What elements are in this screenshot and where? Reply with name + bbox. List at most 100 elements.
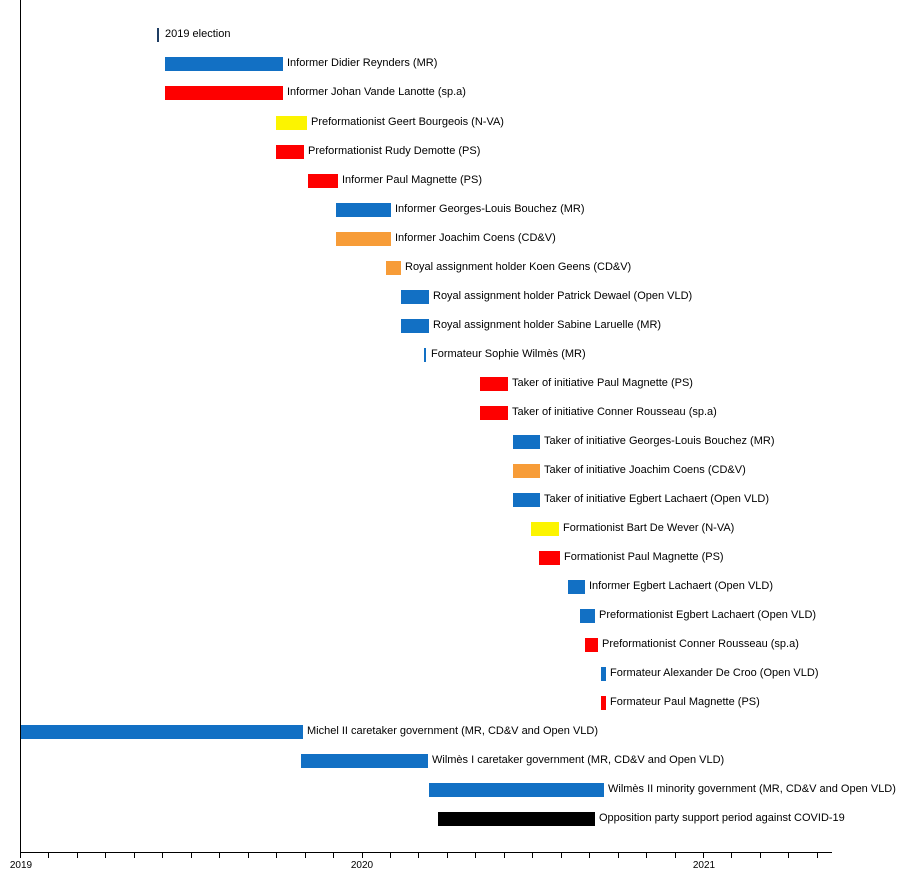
- x-axis-tick: [105, 853, 106, 858]
- x-axis-tick: [589, 853, 590, 858]
- x-axis-tick-label: 2019: [9, 860, 33, 871]
- task-bar: [308, 174, 338, 188]
- x-axis-tick: [703, 853, 704, 858]
- task-bar: [539, 551, 560, 565]
- task-bar: [276, 145, 304, 159]
- task-bar: [513, 493, 540, 507]
- task-bar-label: Informer Joachim Coens (CD&V): [395, 232, 556, 244]
- task-row: Preformationist Egbert Lachaert (Open VL…: [0, 609, 900, 623]
- task-row: Informer Johan Vande Lanotte (sp.a): [0, 86, 900, 100]
- task-bar-label: Informer Egbert Lachaert (Open VLD): [589, 580, 774, 592]
- x-axis-tick: [333, 853, 334, 858]
- task-bar-label: Opposition party support period against …: [599, 812, 845, 824]
- x-axis-tick: [475, 853, 476, 858]
- task-bar-label: Taker of initiative Paul Magnette (PS): [512, 377, 693, 389]
- x-axis-tick: [675, 853, 676, 858]
- task-bar: [568, 580, 585, 594]
- task-bar-label: Preformationist Egbert Lachaert (Open VL…: [599, 609, 817, 621]
- task-bar-label: Wilmès I caretaker government (MR, CD&V …: [432, 754, 725, 766]
- task-bar: [531, 522, 559, 536]
- task-row: Informer Joachim Coens (CD&V): [0, 232, 900, 246]
- task-row: Opposition party support period against …: [0, 812, 900, 826]
- x-axis-tick: [504, 853, 505, 858]
- task-bar-label: Michel II caretaker government (MR, CD&V…: [307, 725, 599, 737]
- task-bar-label: Royal assignment holder Koen Geens (CD&V…: [405, 261, 632, 273]
- task-bar: [336, 232, 391, 246]
- task-row: Royal assignment holder Patrick Dewael (…: [0, 290, 900, 304]
- task-row: Taker of initiative Egbert Lachaert (Ope…: [0, 493, 900, 507]
- task-bar-label: Formateur Sophie Wilmès (MR): [431, 348, 586, 360]
- task-bar-label: Taker of initiative Conner Rousseau (sp.…: [512, 406, 717, 418]
- task-row: Informer Georges-Louis Bouchez (MR): [0, 203, 900, 217]
- task-bar: [429, 783, 604, 797]
- x-axis-tick: [162, 853, 163, 858]
- x-axis-line: [20, 852, 832, 853]
- task-bar: [601, 667, 606, 681]
- task-row: Taker of initiative Conner Rousseau (sp.…: [0, 406, 900, 420]
- task-bar-label: Informer Didier Reynders (MR): [287, 57, 438, 69]
- task-bar: [513, 464, 540, 478]
- task-row: Michel II caretaker government (MR, CD&V…: [0, 725, 900, 739]
- task-row: Formationist Paul Magnette (PS): [0, 551, 900, 565]
- x-axis-tick: [532, 853, 533, 858]
- task-row: Taker of initiative Georges-Louis Bouche…: [0, 435, 900, 449]
- task-bar-label: Wilmès II minority government (MR, CD&V …: [608, 783, 896, 795]
- task-row: Royal assignment holder Sabine Laruelle …: [0, 319, 900, 333]
- x-axis-tick: [248, 853, 249, 858]
- x-axis-tick: [418, 853, 419, 858]
- task-row: Preformationist Geert Bourgeois (N-VA): [0, 116, 900, 130]
- x-axis-tick: [191, 853, 192, 858]
- task-bar-label: Informer Johan Vande Lanotte (sp.a): [287, 86, 466, 98]
- x-axis-tick: [646, 853, 647, 858]
- task-bar: [157, 28, 159, 42]
- task-row: Informer Egbert Lachaert (Open VLD): [0, 580, 900, 594]
- task-bar-label: Formationist Bart De Wever (N-VA): [563, 522, 735, 534]
- task-row: Wilmès I caretaker government (MR, CD&V …: [0, 754, 900, 768]
- task-bar-label: 2019 election: [165, 28, 231, 40]
- task-bar: [424, 348, 426, 362]
- x-axis-tick: [134, 853, 135, 858]
- x-axis-tick-label: 2021: [692, 860, 716, 871]
- task-bar-label: Taker of initiative Joachim Coens (CD&V): [544, 464, 746, 476]
- task-bar: [480, 406, 508, 420]
- x-axis-tick: [760, 853, 761, 858]
- task-bar: [513, 435, 540, 449]
- task-bar: [276, 116, 307, 130]
- task-bar-label: Formationist Paul Magnette (PS): [564, 551, 724, 563]
- task-bar: [165, 57, 283, 71]
- x-axis-tick: [305, 853, 306, 858]
- task-bar-label: Preformationist Rudy Demotte (PS): [308, 145, 481, 157]
- x-axis-tick: [561, 853, 562, 858]
- task-bar-label: Preformationist Geert Bourgeois (N-VA): [311, 116, 504, 128]
- task-row: Taker of initiative Joachim Coens (CD&V): [0, 464, 900, 478]
- task-row: Taker of initiative Paul Magnette (PS): [0, 377, 900, 391]
- task-row: 2019 election: [0, 28, 900, 42]
- x-axis-tick: [219, 853, 220, 858]
- task-bar-label: Taker of initiative Georges-Louis Bouche…: [544, 435, 775, 447]
- task-bar-label: Preformationist Conner Rousseau (sp.a): [602, 638, 799, 650]
- task-bar: [401, 290, 429, 304]
- task-bar-label: Royal assignment holder Sabine Laruelle …: [433, 319, 662, 331]
- task-bar: [21, 725, 303, 739]
- task-row: Formateur Alexander De Croo (Open VLD): [0, 667, 900, 681]
- task-row: Preformationist Conner Rousseau (sp.a): [0, 638, 900, 652]
- y-axis-line: [20, 0, 21, 852]
- task-bar: [301, 754, 428, 768]
- task-row: Wilmès II minority government (MR, CD&V …: [0, 783, 900, 797]
- task-bar: [336, 203, 391, 217]
- task-bar: [401, 319, 429, 333]
- x-axis-tick: [276, 853, 277, 858]
- task-row: Formationist Bart De Wever (N-VA): [0, 522, 900, 536]
- task-bar-label: Informer Georges-Louis Bouchez (MR): [395, 203, 585, 215]
- task-bar-label: Formateur Paul Magnette (PS): [610, 696, 760, 708]
- x-axis-tick: [48, 853, 49, 858]
- task-row: Preformationist Rudy Demotte (PS): [0, 145, 900, 159]
- task-bar-label: Royal assignment holder Patrick Dewael (…: [433, 290, 693, 302]
- task-row: Formateur Sophie Wilmès (MR): [0, 348, 900, 362]
- x-axis-tick: [731, 853, 732, 858]
- x-axis-tick: [77, 853, 78, 858]
- x-axis-tick: [447, 853, 448, 858]
- x-axis-tick-label: 2020: [350, 860, 374, 871]
- task-bar: [480, 377, 508, 391]
